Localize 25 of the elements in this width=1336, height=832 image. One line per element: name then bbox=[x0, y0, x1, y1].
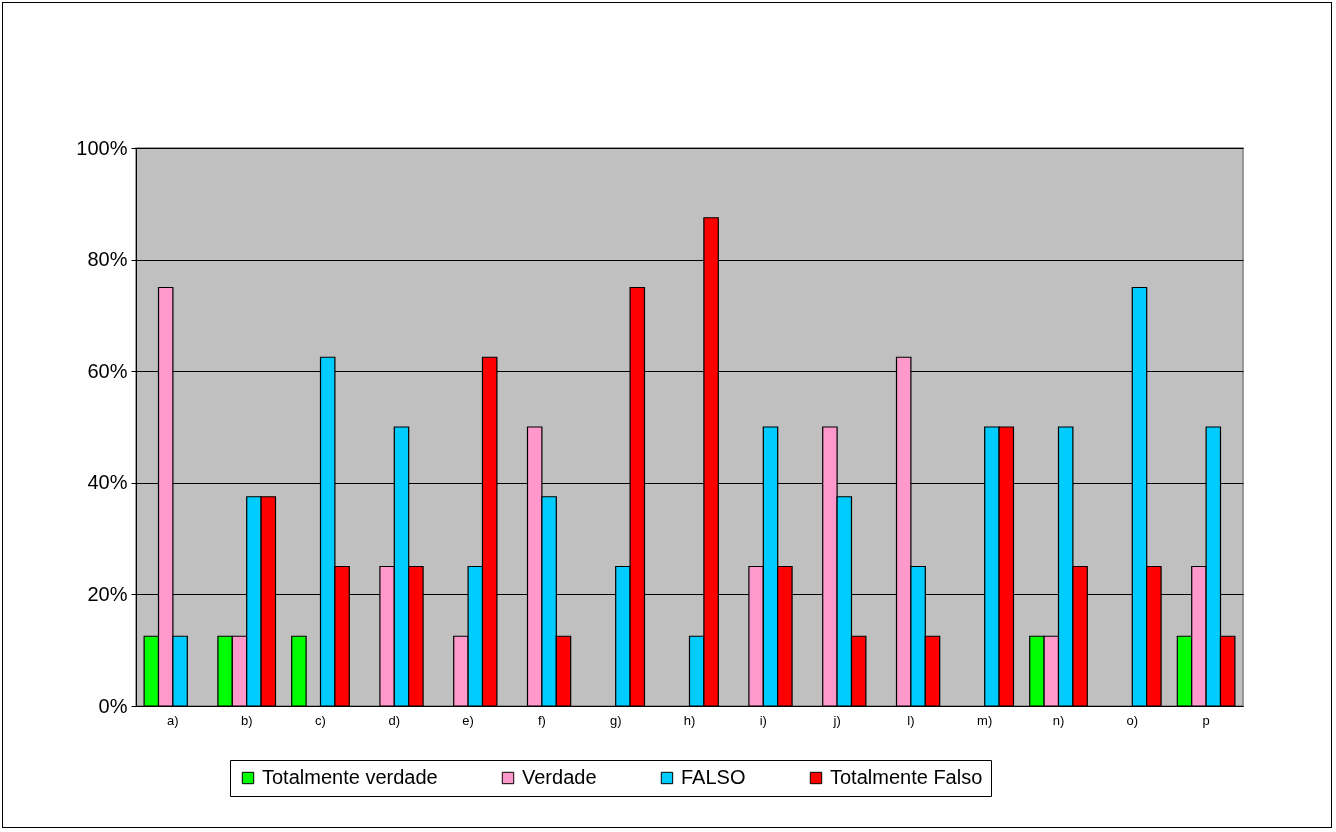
x-tick-label: p bbox=[1202, 712, 1210, 728]
x-tick-label: l) bbox=[907, 712, 915, 728]
legend-label: FALSO bbox=[681, 766, 746, 788]
x-tick-label: n) bbox=[1052, 712, 1065, 728]
legend-label: Totalmente Falso bbox=[830, 766, 983, 788]
x-tick-label: j) bbox=[832, 712, 841, 728]
y-tick-label: 60% bbox=[87, 359, 128, 382]
y-tick-label: 0% bbox=[98, 694, 128, 717]
x-tick-label: e) bbox=[462, 712, 474, 728]
x-tick-label: i) bbox=[759, 712, 767, 728]
x-tick-label: m) bbox=[977, 712, 993, 728]
x-tick-label: a) bbox=[167, 712, 179, 728]
legend-label: Totalmente verdade bbox=[262, 766, 438, 788]
x-tick-label: d) bbox=[388, 712, 401, 728]
y-tick-label: 100% bbox=[76, 136, 128, 159]
x-tick-label: c) bbox=[315, 712, 326, 728]
y-tick-label: 80% bbox=[87, 248, 128, 271]
y-tick-label: 20% bbox=[87, 582, 128, 605]
legend-label: Verdade bbox=[522, 766, 597, 788]
x-tick-label: o) bbox=[1126, 712, 1139, 728]
x-tick-label: g) bbox=[609, 712, 622, 728]
y-tick-label: 40% bbox=[87, 471, 128, 494]
x-tick-label: h) bbox=[683, 712, 696, 728]
x-tick-label: f) bbox=[537, 712, 546, 728]
x-tick-label: b) bbox=[240, 712, 253, 728]
